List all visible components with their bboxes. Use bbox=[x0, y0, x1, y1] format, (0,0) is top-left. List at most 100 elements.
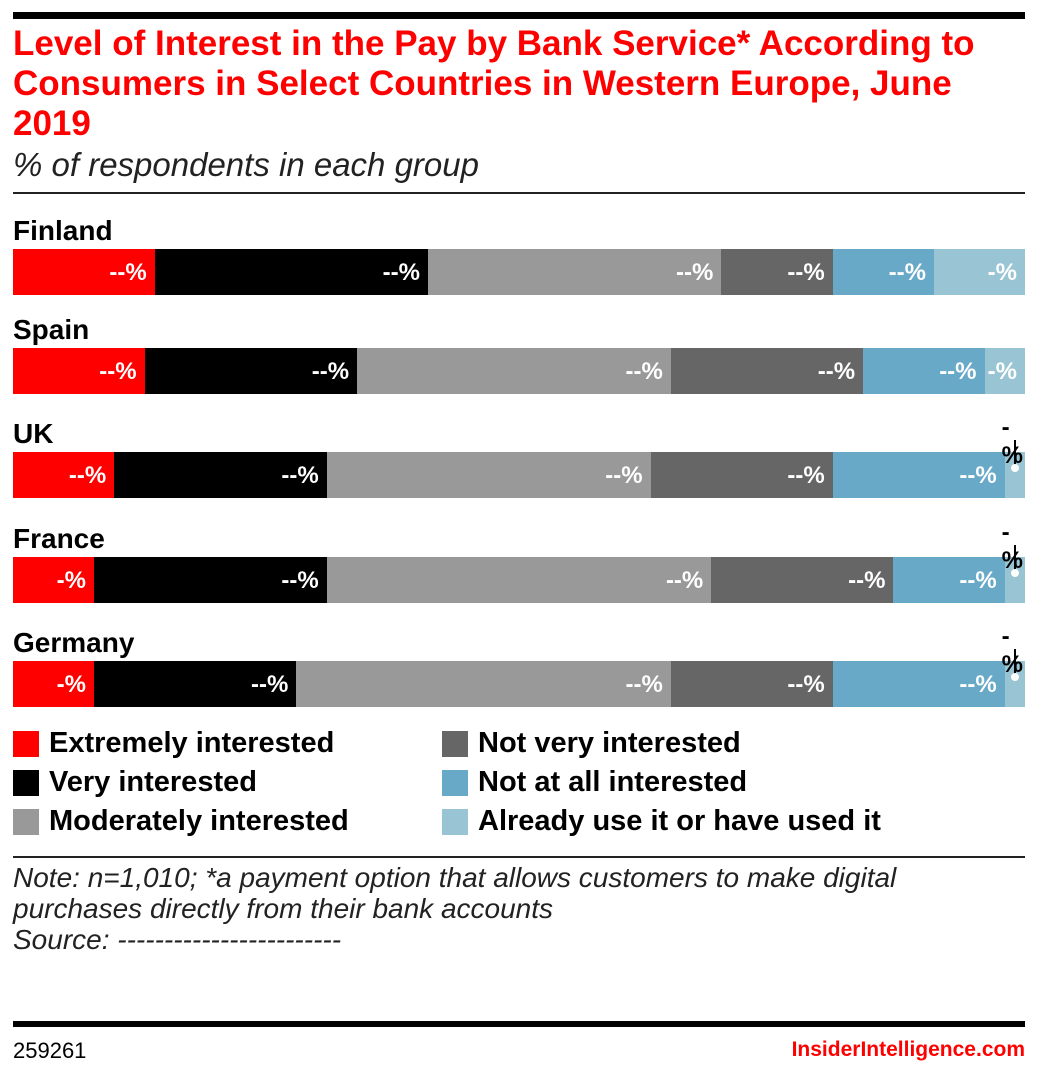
data-label: --% bbox=[311, 358, 350, 385]
row-label: Finland bbox=[13, 215, 113, 246]
bar-segment: --% bbox=[144, 348, 358, 394]
legend-swatch bbox=[442, 769, 468, 796]
bar-segment: --% bbox=[711, 557, 894, 603]
stacked-bar: -% --% --% --% --% -% bbox=[13, 623, 1025, 707]
bar-segment: --% bbox=[154, 249, 428, 295]
bar-segment: --% bbox=[13, 452, 115, 498]
bar-segment: --% bbox=[832, 661, 1005, 707]
row-label: Spain bbox=[13, 314, 90, 345]
data-label: --% bbox=[251, 671, 289, 698]
leader-dot bbox=[1010, 673, 1019, 681]
bar-segment: -% bbox=[1002, 623, 1025, 707]
data-label: --% bbox=[959, 671, 997, 698]
data-label: --% bbox=[848, 567, 886, 594]
bar-segment: --% bbox=[326, 557, 712, 603]
data-label: -% bbox=[1001, 414, 1023, 469]
legend-label: Not very interested bbox=[478, 727, 741, 759]
bar-segment: --% bbox=[832, 249, 934, 295]
legend-item: Moderately interested bbox=[13, 805, 349, 838]
stacked-bar: --% --% --% --% --% -% bbox=[13, 249, 1025, 295]
legend-item: Extremely interested bbox=[13, 727, 334, 760]
data-label: --% bbox=[665, 567, 704, 594]
legend-label: Already use it or have used it bbox=[478, 805, 881, 837]
row-label: France bbox=[13, 523, 105, 554]
bar-segment: -% bbox=[984, 348, 1025, 394]
leader-line bbox=[1013, 440, 1016, 466]
source-text: Source: ------------------------ bbox=[13, 924, 342, 955]
bar-segment: --% bbox=[93, 557, 327, 603]
bar-segment: -% bbox=[13, 661, 94, 707]
leader-dot bbox=[1010, 569, 1019, 577]
data-label: --% bbox=[99, 358, 137, 385]
data-label: --% bbox=[625, 358, 663, 385]
data-label: --% bbox=[68, 462, 107, 489]
legend-swatch bbox=[13, 769, 39, 796]
chart-title: Level of Interest in the Pay by Bank Ser… bbox=[13, 24, 975, 143]
leader-line bbox=[1013, 649, 1016, 675]
data-label: -% bbox=[987, 358, 1017, 385]
bar-segment: --% bbox=[670, 661, 833, 707]
header-divider bbox=[13, 192, 1025, 194]
stacked-bar: -% --% --% --% --% -% bbox=[13, 519, 1025, 603]
legend-label: Extremely interested bbox=[49, 727, 335, 759]
bar-segment: --% bbox=[114, 452, 327, 498]
bottom-rule bbox=[13, 1021, 1025, 1027]
data-label: -% bbox=[1001, 519, 1023, 574]
legend-swatch bbox=[442, 730, 468, 757]
stacked-bar: --% --% --% --% --% -% bbox=[13, 348, 1025, 394]
legend-item: Very interested bbox=[13, 766, 257, 799]
legend-label: Not at all interested bbox=[478, 766, 748, 798]
bar-segment: --% bbox=[863, 348, 985, 394]
legend-swatch bbox=[442, 808, 468, 835]
data-label: --% bbox=[959, 567, 997, 594]
bar-segment: --% bbox=[326, 452, 651, 498]
data-label: --% bbox=[787, 259, 825, 286]
legend-swatch bbox=[13, 808, 39, 835]
row-label: Germany bbox=[13, 627, 135, 658]
bar-segment: --% bbox=[296, 661, 671, 707]
data-label: --% bbox=[382, 259, 420, 286]
data-label: --% bbox=[676, 259, 714, 286]
data-label: --% bbox=[817, 358, 856, 385]
legend-label: Very interested bbox=[49, 766, 257, 798]
data-label: --% bbox=[787, 462, 825, 489]
data-label: --% bbox=[888, 259, 926, 286]
bar-segment: --% bbox=[93, 661, 297, 707]
row-label: UK bbox=[13, 418, 54, 449]
legend-item: Not very interested bbox=[442, 727, 741, 760]
bar-segment: --% bbox=[13, 348, 145, 394]
note-text: Note: n=1,010; *a payment option that al… bbox=[13, 862, 897, 924]
data-label: -% bbox=[56, 671, 86, 698]
footer-divider bbox=[13, 856, 1025, 858]
bar-segment: -% bbox=[1002, 519, 1025, 603]
bar-segment: --% bbox=[721, 249, 833, 295]
chart-id: 259261 bbox=[13, 1038, 87, 1063]
bar-segment: -% bbox=[13, 557, 94, 603]
legend-label: Moderately interested bbox=[49, 805, 349, 837]
data-label: --% bbox=[959, 462, 997, 489]
bar-segment: --% bbox=[650, 452, 833, 498]
data-label: -% bbox=[56, 567, 86, 594]
chart-subtitle: % of respondents in each group bbox=[13, 146, 479, 183]
bar-segment: --% bbox=[670, 348, 864, 394]
legend-item: Not at all interested bbox=[442, 766, 747, 799]
stacked-bar: --% --% --% --% --% -% bbox=[13, 414, 1025, 498]
legend-swatch bbox=[13, 730, 39, 757]
bar-segment: -% bbox=[933, 249, 1025, 295]
brand-logo: InsiderIntelligence.com bbox=[791, 1038, 1025, 1061]
data-label: --% bbox=[625, 671, 663, 698]
data-label: -% bbox=[1001, 623, 1023, 678]
leader-dot bbox=[1010, 464, 1019, 472]
bar-segment: --% bbox=[427, 249, 722, 295]
bar-segment: --% bbox=[357, 348, 671, 394]
data-label: --% bbox=[787, 671, 825, 698]
data-label: --% bbox=[109, 259, 147, 286]
data-label: --% bbox=[939, 358, 977, 385]
data-label: --% bbox=[281, 462, 319, 489]
note-block: Note: n=1,010; *a payment option that al… bbox=[13, 862, 1013, 955]
data-label: -% bbox=[987, 259, 1017, 286]
bar-segment: --% bbox=[832, 452, 1005, 498]
bar-segment: -% bbox=[1002, 414, 1025, 498]
bar-segment: --% bbox=[13, 249, 155, 295]
top-rule bbox=[13, 12, 1025, 19]
